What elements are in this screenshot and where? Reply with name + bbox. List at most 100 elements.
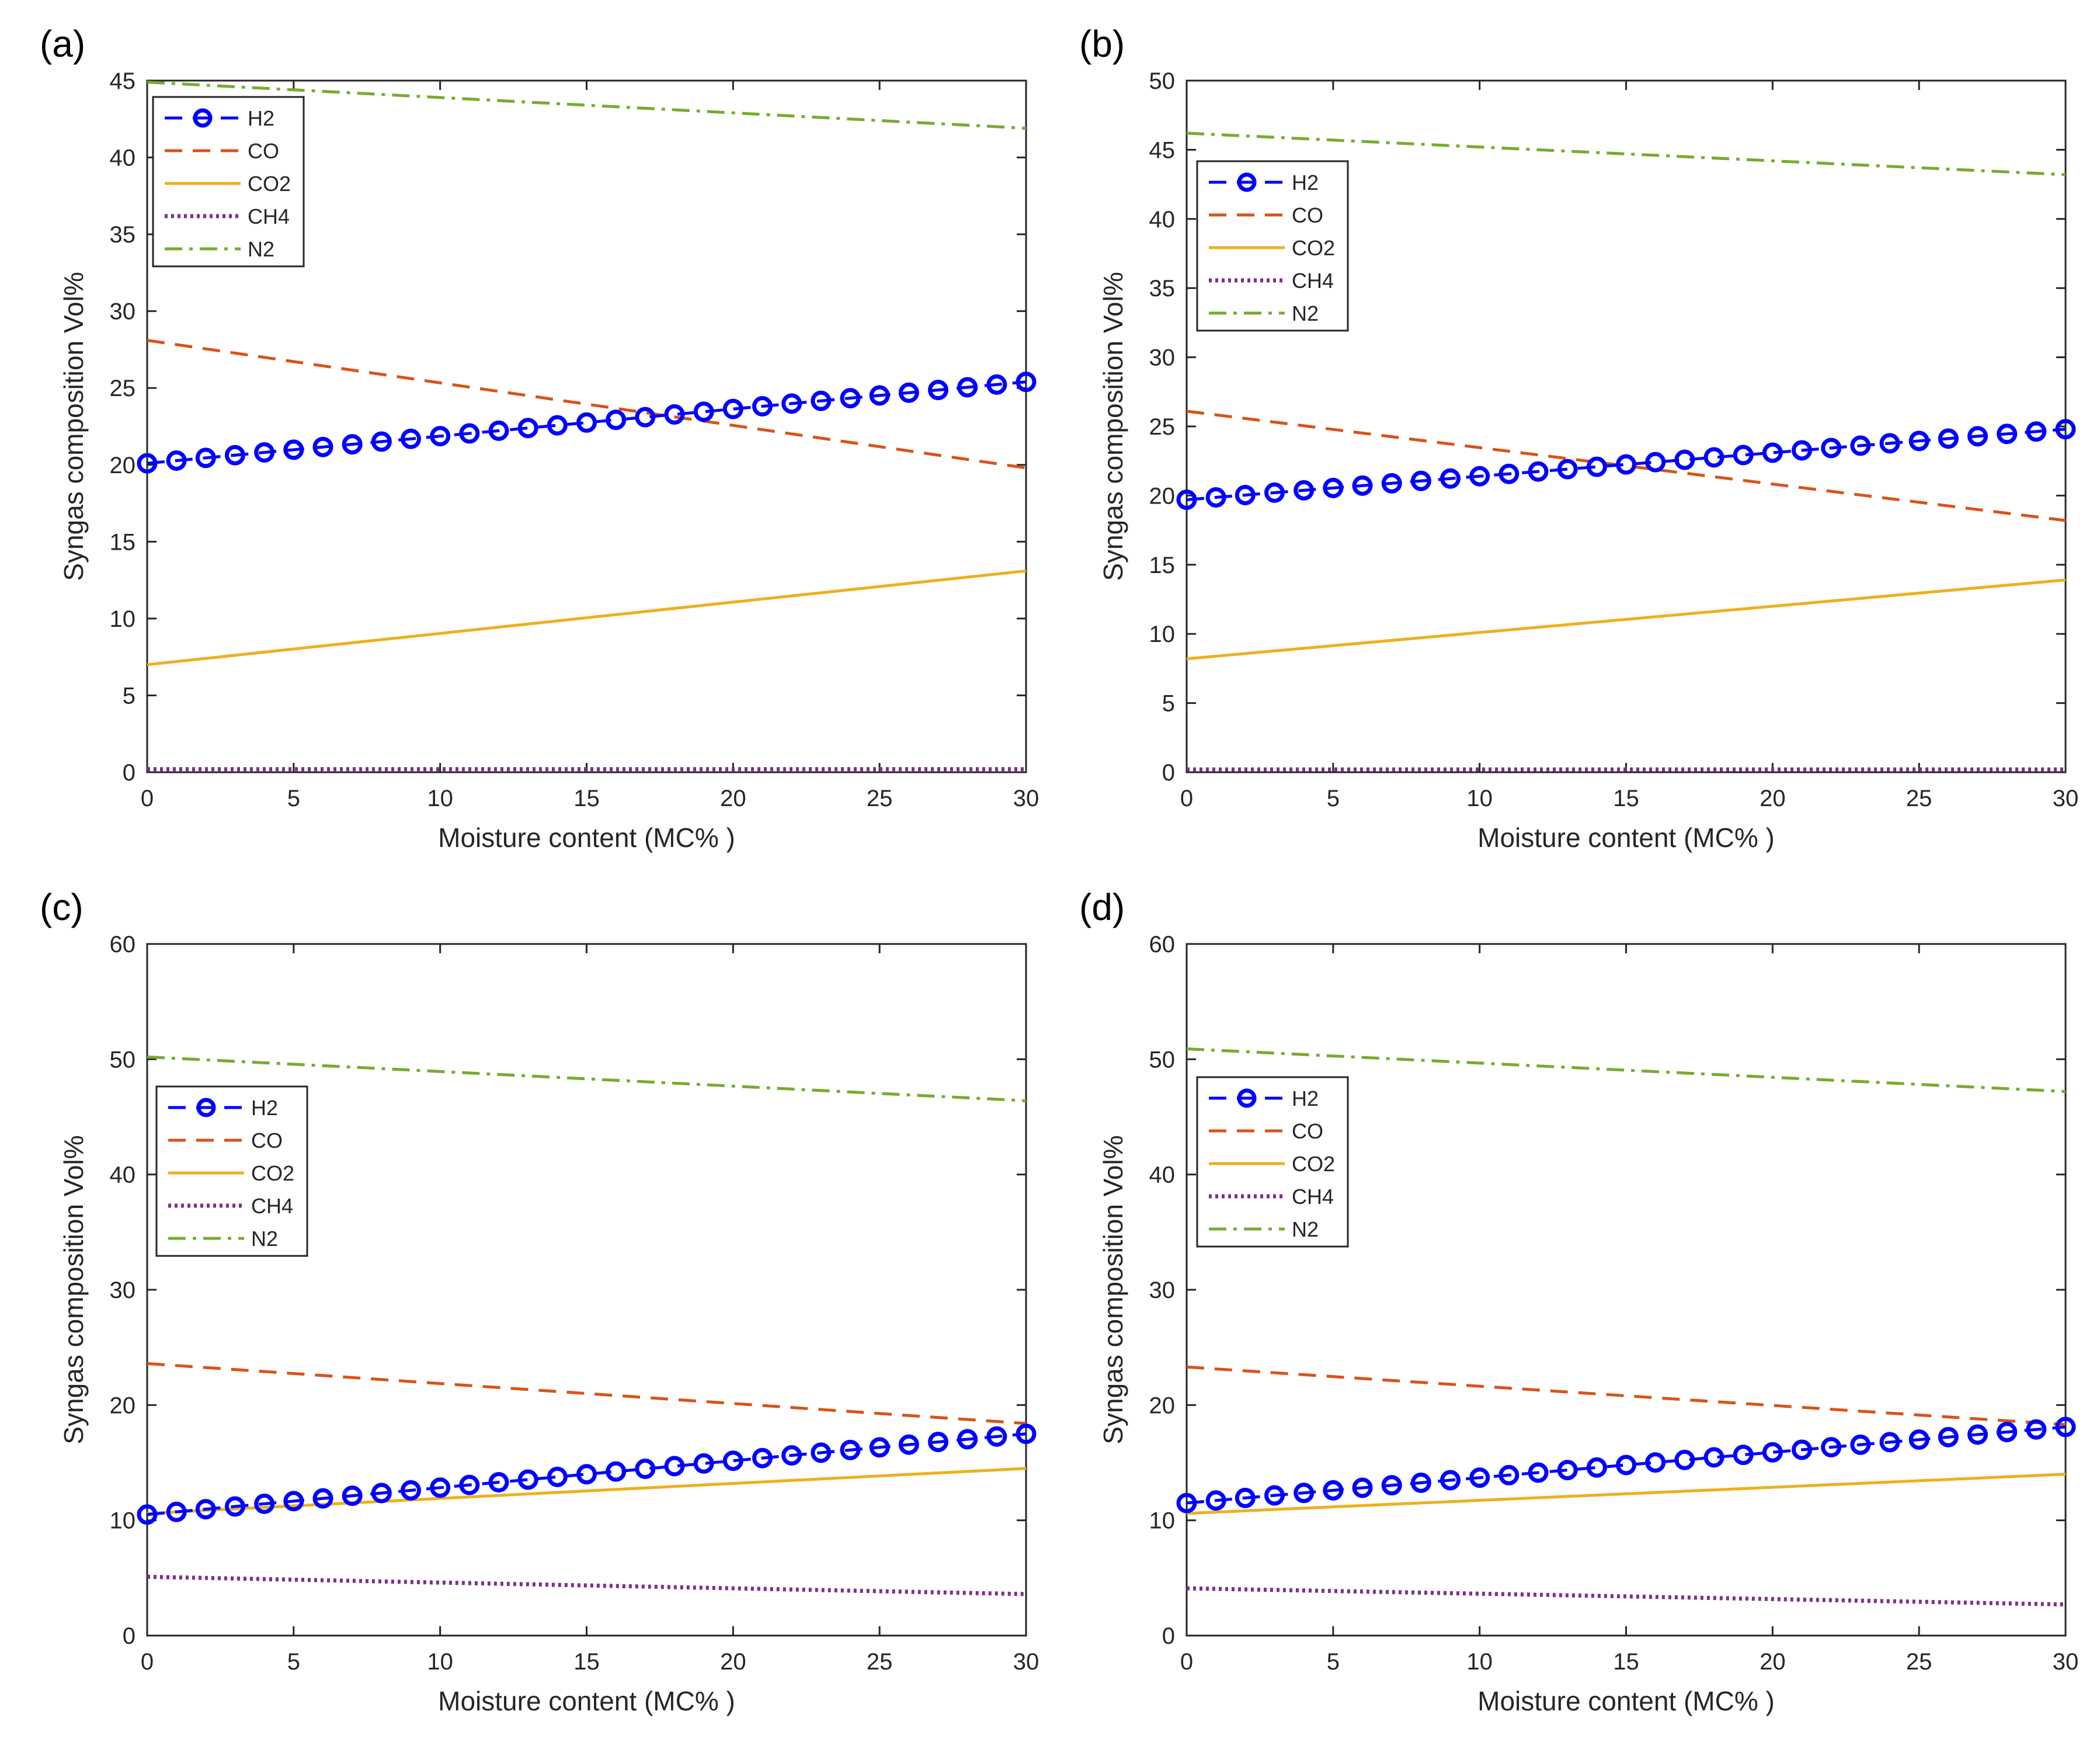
legend-label-n2: N2 (248, 237, 274, 261)
legend-label-co: CO (251, 1129, 283, 1153)
series-line-n2 (1186, 1047, 2066, 1094)
series-marker-h2 (547, 415, 568, 436)
series-marker-h2 (1967, 426, 1988, 447)
series-line-ch4 (1186, 1586, 2066, 1607)
series-marker-h2 (1235, 484, 1256, 505)
x-tick-label: 0 (141, 786, 154, 811)
x-tick-label: 25 (1906, 786, 1932, 811)
series-marker-h2 (1674, 449, 1695, 470)
series-line-co2 (147, 1467, 1027, 1515)
series-marker-h2 (225, 1496, 245, 1517)
series-marker-h2 (137, 1504, 158, 1525)
series-marker-h2 (342, 1485, 363, 1506)
y-tick-label: 35 (1149, 276, 1176, 301)
x-tick-label: 15 (1613, 1649, 1639, 1675)
series-marker-h2 (254, 442, 275, 463)
series-marker-h2 (517, 1469, 538, 1490)
series-marker-h2 (811, 1442, 832, 1463)
series-marker-h2 (195, 447, 216, 468)
series-marker-h2 (430, 1477, 451, 1498)
y-tick-label: 20 (1149, 483, 1176, 509)
series-marker-h2 (1016, 372, 1037, 393)
legend: H2 CO CO2 CH4 N2 (152, 96, 305, 268)
series-marker-h2 (342, 434, 363, 455)
chart-panel-1: 0 5 10 15 20 25 30 0 5 10 15 20 25 30 35 40 45 Moisture c… (58, 68, 1039, 853)
series-marker-h2 (1997, 424, 2018, 445)
series-marker-h2 (488, 420, 509, 441)
series-marker-h2 (722, 398, 743, 419)
y-tick-label: 20 (110, 1393, 136, 1418)
y-tick-label: 5 (1162, 691, 1175, 717)
series-marker-h2 (840, 388, 861, 409)
series-line-h2 (147, 1432, 1027, 1516)
y-axis-label: Syngas composition Vol% (1098, 272, 1128, 581)
x-tick-label: 15 (573, 1649, 600, 1675)
plot-area (1185, 943, 2067, 1637)
y-tick-label: 50 (1149, 68, 1176, 94)
legend-label-co: CO (1292, 1119, 1323, 1143)
series-marker-h2 (869, 1437, 890, 1458)
legend-box (1196, 1076, 1349, 1248)
series-marker-h2 (752, 1447, 773, 1469)
y-tick-label: 45 (110, 68, 136, 94)
series-marker-h2 (1205, 1490, 1226, 1511)
series-marker-h2 (1879, 433, 1900, 454)
x-tick-label: 10 (1466, 786, 1493, 811)
y-tick-label: 50 (1149, 1047, 1176, 1072)
series-marker-h2 (137, 453, 158, 474)
series-marker-h2 (1792, 440, 1812, 461)
series-marker-h2 (254, 1493, 275, 1514)
series-marker-h2 (1294, 1483, 1315, 1504)
series-marker-h2 (1264, 482, 1285, 503)
series-marker-h2 (1323, 477, 1344, 498)
series-marker-h2 (312, 436, 333, 457)
series-marker-h2 (1235, 1487, 1256, 1508)
series-marker-h2 (635, 407, 656, 428)
legend-marker-h2 (1237, 172, 1257, 192)
y-tick-label: 20 (110, 453, 136, 478)
chart-panel-2: 0 5 10 15 20 25 30 0 5 10 15 20 25 30 35 40 45 50 Moisture… (1098, 68, 2078, 853)
legend-label-ch4: CH4 (1292, 1185, 1334, 1209)
legend: H2 CO CO2 CH4 N2 (155, 1085, 308, 1257)
y-tick-label: 0 (1162, 760, 1175, 786)
x-tick-label: 5 (1327, 786, 1340, 811)
series-marker-h2 (312, 1488, 333, 1509)
series-marker-h2 (1733, 445, 1754, 466)
y-axis-label: Syngas composition Vol% (1098, 1135, 1128, 1444)
legend-marker-h2 (1237, 1088, 1257, 1108)
y-tick-label: 30 (1149, 345, 1176, 371)
series-marker-h2 (1410, 1472, 1431, 1493)
series-marker-h2 (1557, 459, 1578, 480)
series-marker-h2 (1997, 1422, 2018, 1443)
series-line-co (147, 339, 1027, 470)
series-marker-h2 (1908, 1429, 1929, 1450)
series-marker-h2 (166, 1501, 187, 1522)
y-tick-label: 10 (1149, 1508, 1176, 1534)
series-marker-h2 (1205, 487, 1226, 508)
series-line-n2 (1186, 131, 2066, 176)
x-tick-label: 0 (1180, 1649, 1193, 1675)
series-marker-h2 (1352, 1477, 1373, 1498)
series-marker-h2 (1645, 1452, 1666, 1473)
x-tick-label: 0 (1180, 786, 1193, 811)
legend: H2 CO CO2 CH4 N2 (1196, 160, 1349, 332)
y-tick-label: 30 (110, 1278, 136, 1303)
series-marker-h2 (1410, 470, 1431, 491)
series-marker-h2 (1645, 452, 1666, 473)
x-tick-label: 20 (1760, 786, 1786, 811)
y-tick-label: 40 (1149, 207, 1176, 232)
y-tick-label: 35 (110, 222, 136, 248)
series-marker-h2 (1703, 447, 1724, 468)
x-tick-label: 25 (1906, 1649, 1932, 1675)
x-tick-label: 30 (2053, 1649, 2079, 1675)
series-marker-h2 (1938, 1426, 1959, 1447)
series-marker-h2 (1703, 1447, 1724, 1468)
series-line-co2 (147, 569, 1027, 667)
series-marker-h2 (840, 1439, 861, 1460)
series-marker-h2 (166, 450, 187, 471)
series-marker-h2 (986, 374, 1007, 395)
x-tick-label: 10 (1466, 1649, 1493, 1675)
series-marker-h2 (1352, 475, 1373, 496)
series-marker-h2 (1762, 442, 1783, 463)
